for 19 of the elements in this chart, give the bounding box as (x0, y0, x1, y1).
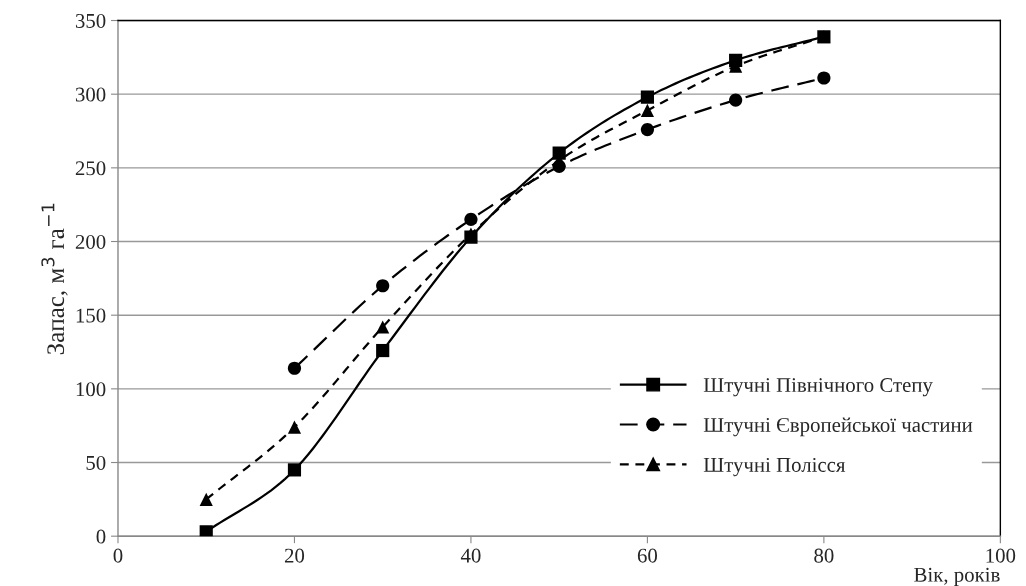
y-tick-label: 250 (75, 161, 106, 176)
y-axis-title: Запас, м$^{3}$ га$^{−1}$ (41, 203, 68, 355)
y-tick-label: 0 (96, 529, 106, 544)
y-tick-label: 50 (86, 455, 106, 470)
y-tick-label: 350 (75, 13, 106, 28)
y-tick-label: 100 (76, 382, 106, 397)
y-tick-label: 150 (76, 308, 106, 323)
legend-label: Штучні Північного Степу (703, 378, 933, 397)
x-axis-title: Вік, років (914, 567, 1000, 586)
x-tick-label: 20 (284, 548, 305, 563)
x-tick-label: 100 (986, 548, 1016, 563)
legend-label: Штучні Полісся (703, 457, 846, 477)
legend-label: Штучні Європейської частини (703, 417, 973, 437)
y-tick-label: 200 (75, 234, 106, 249)
x-tick-label: 40 (460, 548, 481, 563)
x-tick-label: 0 (113, 548, 123, 563)
x-tick-label: 60 (637, 548, 658, 563)
y-tick-label: 300 (75, 87, 106, 102)
x-tick-label: 80 (814, 548, 834, 563)
